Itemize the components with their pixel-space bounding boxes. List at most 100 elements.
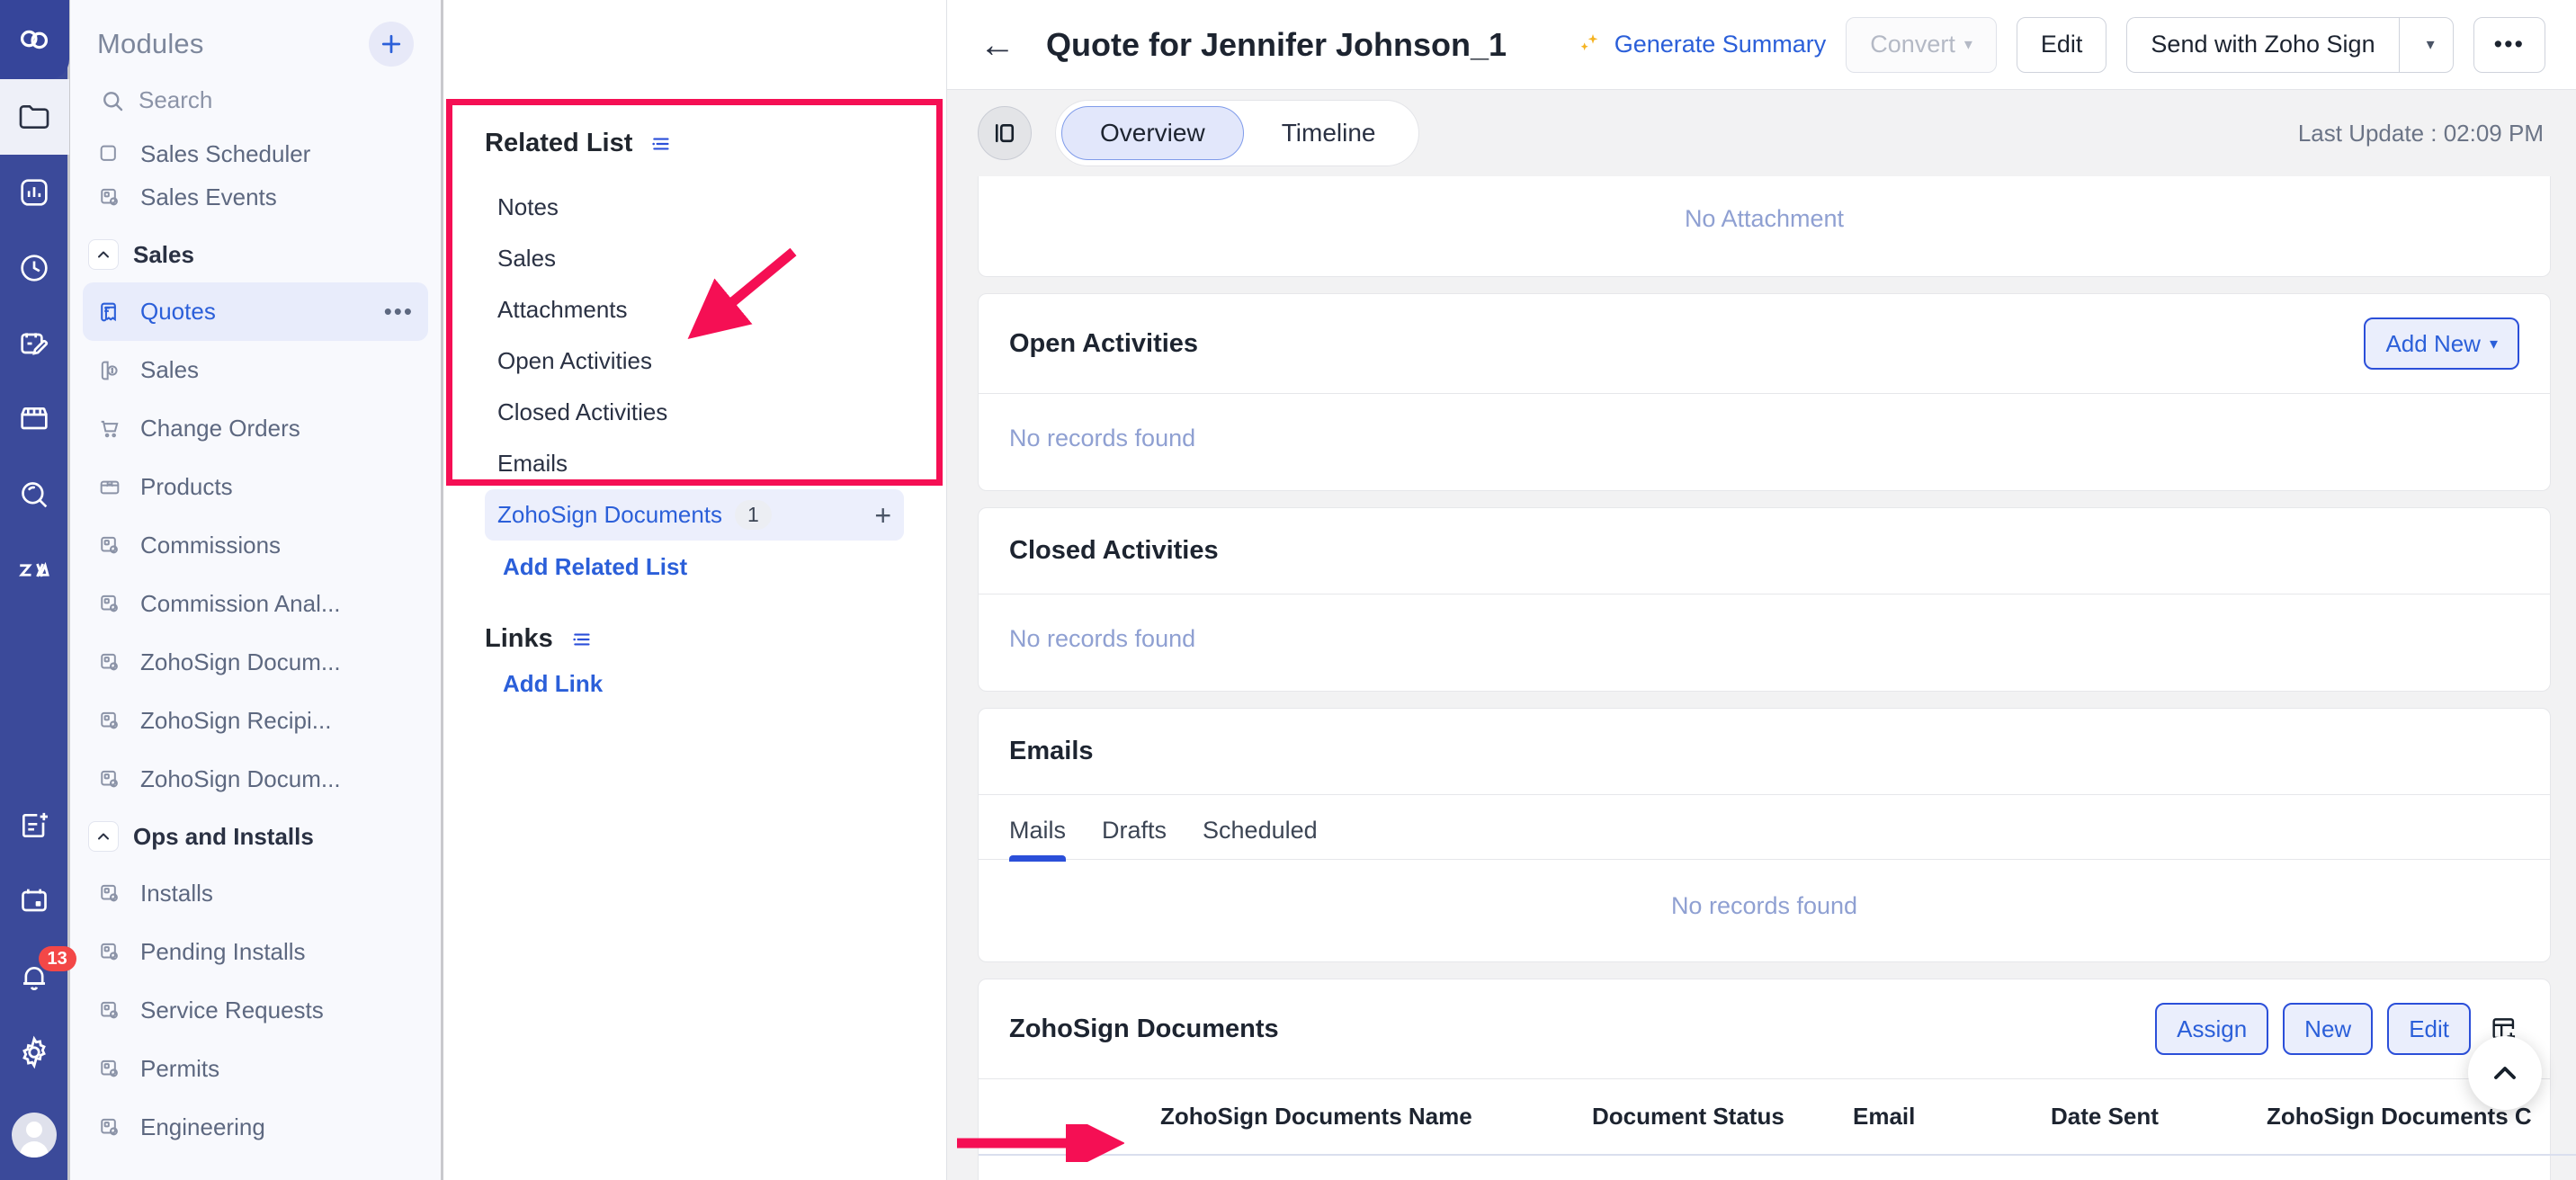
tab-timeline[interactable]: Timeline [1244,106,1414,160]
more-actions-button[interactable]: ••• [2473,16,2545,73]
record-detail-scroll[interactable]: No Attachment Open Activities Add New ▾ … [947,176,2576,1180]
module-search[interactable] [70,77,441,127]
related-list-highlight-box: Related List Notes Sales Attachments Ope… [446,99,943,697]
send-with-zoho-sign-dropdown[interactable]: ▾ [2398,16,2454,73]
tab-scheduled[interactable]: Scheduled [1203,817,1318,859]
convert-button[interactable]: Convert ▾ [1846,16,1997,73]
sidebar-item-pending-installs[interactable]: Pending Installs [83,923,428,981]
scroll-to-top-button[interactable] [2468,1036,2542,1110]
calendar-icon[interactable] [0,863,69,939]
bell-icon[interactable]: 13 [0,939,76,1015]
add-module-button[interactable] [369,22,414,67]
sidebar-item-label: Installs [140,880,213,907]
folder-icon[interactable] [0,79,69,155]
chevron-down-icon: ▾ [2489,334,2498,353]
column-header-email[interactable]: Email [1842,1079,2040,1157]
zohosign-documents-card: ZohoSign Documents Assign New Edit [978,979,2576,1180]
attachments-empty-text: No Attachment [1684,205,1845,233]
zohosign-documents-header: ZohoSign Documents Assign New Edit [979,979,2550,1080]
tab-overview[interactable]: Overview [1061,106,1244,161]
emails-subtabs: Mails Drafts Scheduled [979,795,2550,863]
sidebar-item-zohosign-documents-2[interactable]: ZohoSign Docum... [83,750,428,809]
zoho-logo-icon[interactable] [0,0,69,79]
emails-empty-text: No records found [1670,892,1858,920]
edit-related-button[interactable]: Edit [2387,1003,2471,1056]
column-header-owner[interactable]: ZohoSign Documents C [2256,1079,2576,1157]
sidebar-item-permits[interactable]: Permits [83,1040,428,1098]
module-icon [97,997,124,1024]
sidebar-item-zohosign-documents[interactable]: ZohoSign Docum... [83,633,428,692]
sidebar-item-engineering[interactable]: Engineering [83,1098,428,1157]
sidebar-group-sales[interactable]: Sales [83,227,428,282]
edit-button[interactable]: Edit [2016,16,2107,73]
related-list-item-label: ZohoSign Documents [497,501,723,528]
related-list-item-attachments[interactable]: Attachments [485,284,904,335]
reorder-icon[interactable] [571,628,595,651]
sidebar-group-ops-and-installs[interactable]: Ops and Installs [83,809,428,864]
sidebar-item-sales[interactable]: Sales [83,341,428,399]
related-list-item-closed-activities[interactable]: Closed Activities [485,387,904,438]
new-note-icon[interactable] [0,788,69,863]
avatar[interactable] [0,1090,69,1180]
module-icon [97,141,124,168]
tab-drafts[interactable]: Drafts [1102,817,1167,859]
box-icon [97,474,124,501]
tab-timeline-label: Timeline [1281,119,1376,148]
sidebar-item-label: Sales [140,356,200,383]
row-document-name[interactable]: Quote for Jennifer Johnson.pdf [1149,1155,1581,1180]
add-link-link[interactable]: Add Link [503,670,604,697]
sidebar-item-label: ZohoSign Recipi... [140,707,332,734]
column-header-status[interactable]: Document Status [1581,1079,1842,1157]
reorder-icon[interactable] [650,132,674,156]
sidebar-item-label: Commissions [140,532,282,559]
edit-calendar-icon[interactable] [0,306,69,381]
sidebar-item-change-orders[interactable]: Change Orders [83,399,428,458]
sidebar-item-menu-button[interactable]: ••• [383,298,414,325]
sidebar-item-label: Products [140,473,233,500]
chevron-down-icon: ▾ [2426,35,2435,54]
assign-button[interactable]: Assign [2155,1003,2269,1056]
sidebar-item-label: Quotes [140,298,216,325]
row-document-status: Out for Signature [1581,1155,1842,1180]
open-activities-empty-text: No records found [1009,425,1196,452]
add-related-list-link[interactable]: Add Related List [503,553,688,580]
add-new-activity-button[interactable]: Add New ▾ [2364,317,2519,371]
store-icon[interactable] [0,381,69,457]
new-button[interactable]: New [2283,1003,2374,1056]
clock-icon[interactable] [0,230,69,306]
related-list-item-open-activities[interactable]: Open Activities [485,335,904,387]
add-new-label: Add New [2385,329,2481,357]
column-header-name[interactable]: ZohoSign Documents Name [1149,1079,1581,1157]
module-icon [97,184,124,211]
toggle-side-panel-button[interactable] [978,106,1032,161]
sidebar-item-sales-events[interactable]: Sales Events [83,168,428,227]
search-circle-icon[interactable] [0,457,69,532]
sidebar-item-products[interactable]: Products [83,458,428,516]
table-row[interactable]: Quote for Jennifer Johnson.pdf Out for S… [979,1155,2576,1180]
analytics-icon[interactable] [0,155,69,230]
related-list-item-emails[interactable]: Emails [485,438,904,489]
sidebar-item-commissions[interactable]: Commissions [83,516,428,575]
closed-activities-empty-text: No records found [1009,625,1196,653]
generate-summary-button[interactable]: Generate Summary [1575,31,1826,59]
zia-icon[interactable] [0,532,69,608]
tab-mails[interactable]: Mails [1009,817,1067,863]
overview-timeline-segmented: Overview Timeline [1055,100,1420,167]
send-with-zoho-sign-button[interactable]: Send with Zoho Sign [2126,16,2399,73]
sidebar-item-installs[interactable]: Installs [83,864,428,923]
sidebar-item-quotes[interactable]: Quotes ••• [83,282,428,341]
sidebar-group-label: Sales [133,240,194,268]
sidebar-item-sales-scheduler[interactable]: Sales Scheduler [83,129,428,168]
closed-activities-title: Closed Activities [1009,536,1219,566]
sidebar-item-commission-analysis[interactable]: Commission Anal... [83,575,428,633]
column-header-date-sent[interactable]: Date Sent [2040,1079,2256,1157]
related-list-item-zohosign-documents[interactable]: ZohoSign Documents 1 + [485,489,904,541]
sidebar-item-zohosign-recipients[interactable]: ZohoSign Recipi... [83,692,428,750]
gear-icon[interactable] [0,1015,69,1090]
related-list-item-sales[interactable]: Sales [485,233,904,284]
app-rail: 13 [0,0,76,1180]
sidebar-item-service-requests[interactable]: Service Requests [83,981,428,1040]
search-input[interactable] [139,86,408,114]
related-list-item-notes[interactable]: Notes [485,182,904,233]
sparkle-icon [1575,31,1604,59]
